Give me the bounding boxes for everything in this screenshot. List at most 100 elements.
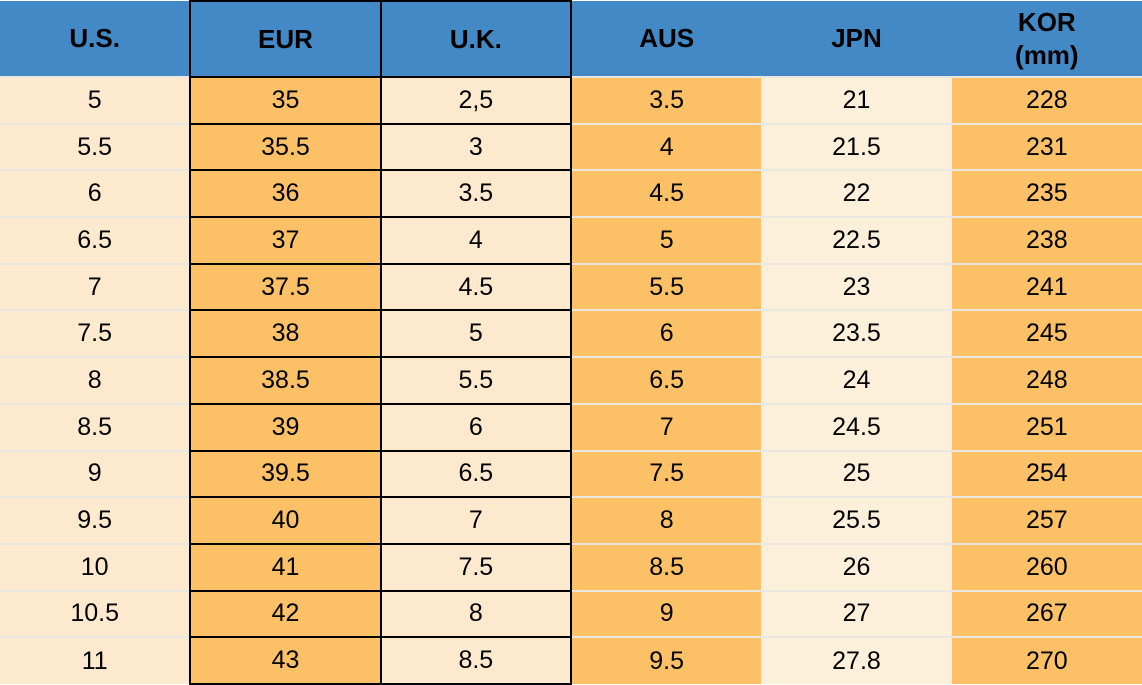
column-header-us: U.S. (0, 1, 191, 77)
cell-aus: 9 (570, 589, 762, 638)
cell-jpn: 25.5 (761, 496, 952, 544)
cell-uk: 2,5 (379, 76, 572, 125)
cell-aus: 5 (570, 216, 762, 264)
cell-kor: 235 (951, 169, 1142, 218)
cell-uk: 4 (379, 216, 572, 265)
column-header-jpn: JPN (761, 1, 952, 77)
cell-kor: 248 (951, 356, 1142, 404)
table-row: 10.5 42 8 9 27 267 (0, 589, 1142, 639)
cell-jpn: 27.8 (761, 636, 952, 684)
cell-aus: 5.5 (570, 262, 762, 311)
cell-jpn: 22.5 (761, 216, 952, 264)
cell-uk: 3 (379, 122, 572, 172)
cell-eur: 37.5 (189, 262, 382, 312)
cell-jpn: 22 (761, 169, 952, 218)
cell-eur: 43 (189, 636, 382, 685)
cell-uk: 8 (379, 589, 572, 639)
cell-kor: 257 (951, 496, 1142, 544)
cell-kor: 267 (951, 589, 1142, 638)
column-header-aus-label: AUS (639, 23, 695, 54)
cell-jpn: 21 (761, 76, 952, 124)
cell-eur: 39.5 (189, 449, 382, 499)
cell-us: 5 (0, 76, 191, 124)
cell-uk: 5.5 (379, 356, 572, 405)
cell-eur: 42 (189, 589, 382, 639)
table-body: 5 35 2,5 3.5 21 228 5.5 35.5 3 4 21.5 231 6 36 3.5 4.5 2… (0, 76, 1142, 685)
column-header-us-label: U.S. (69, 23, 120, 54)
table-row: 9.5 40 7 8 25.5 257 (0, 496, 1142, 545)
cell-uk: 5 (379, 309, 572, 359)
cell-jpn: 24 (761, 356, 952, 404)
cell-kor: 238 (951, 216, 1142, 264)
cell-eur: 41 (189, 542, 382, 592)
cell-uk: 6.5 (379, 449, 572, 499)
cell-us: 7.5 (0, 309, 191, 358)
cell-eur: 35.5 (189, 122, 382, 172)
cell-aus: 4.5 (570, 169, 762, 218)
column-header-kor-label: KOR (1017, 7, 1076, 37)
cell-eur: 38 (189, 309, 382, 359)
cell-kor: 251 (951, 402, 1142, 451)
cell-jpn: 23 (761, 262, 952, 311)
cell-us: 5.5 (0, 122, 191, 171)
cell-us: 6 (0, 169, 191, 218)
column-header-uk: U.K. (379, 0, 572, 78)
table-row: 8 38.5 5.5 6.5 24 248 (0, 356, 1142, 405)
cell-jpn: 26 (761, 542, 952, 591)
cell-eur: 37 (189, 216, 382, 265)
cell-kor: 241 (951, 262, 1142, 311)
cell-us: 9.5 (0, 496, 191, 544)
header-row: U.S. EUR U.K. AUS JPN KOR (mm) (0, 0, 1142, 78)
cell-uk: 6 (379, 402, 572, 452)
cell-us: 8 (0, 356, 191, 404)
column-header-aus: AUS (570, 1, 762, 77)
column-header-eur-label: EUR (258, 23, 313, 54)
cell-aus: 8.5 (570, 542, 762, 591)
cell-aus: 4 (570, 122, 762, 171)
table-row: 10 41 7.5 8.5 26 260 (0, 542, 1142, 592)
table-row: 7 37.5 4.5 5.5 23 241 (0, 262, 1142, 312)
cell-aus: 7 (570, 402, 762, 451)
cell-eur: 36 (189, 169, 382, 219)
cell-eur: 39 (189, 402, 382, 452)
cell-aus: 6.5 (570, 356, 762, 404)
cell-aus: 9.5 (570, 636, 762, 684)
cell-kor: 260 (951, 542, 1142, 591)
column-header-kor: KOR (mm) (951, 1, 1142, 77)
cell-us: 10 (0, 542, 191, 591)
cell-eur: 35 (189, 76, 382, 125)
table-row: 7.5 38 5 6 23.5 245 (0, 309, 1142, 359)
cell-aus: 3.5 (570, 76, 762, 124)
table-header: U.S. EUR U.K. AUS JPN KOR (mm) (0, 0, 1142, 78)
cell-jpn: 23.5 (761, 309, 952, 358)
table-row: 5 35 2,5 3.5 21 228 (0, 76, 1142, 125)
cell-us: 9 (0, 449, 191, 498)
cell-kor: 231 (951, 122, 1142, 171)
cell-aus: 6 (570, 309, 762, 358)
cell-uk: 7.5 (379, 542, 572, 592)
table-row: 6 36 3.5 4.5 22 235 (0, 169, 1142, 219)
cell-kor: 270 (951, 636, 1142, 684)
cell-eur: 40 (189, 496, 382, 545)
cell-jpn: 24.5 (761, 402, 952, 451)
cell-jpn: 27 (761, 589, 952, 638)
cell-us: 6.5 (0, 216, 191, 264)
cell-uk: 4.5 (379, 262, 572, 312)
cell-kor: 228 (951, 76, 1142, 124)
table-row: 5.5 35.5 3 4 21.5 231 (0, 122, 1142, 172)
cell-eur: 38.5 (189, 356, 382, 405)
cell-uk: 8.5 (379, 636, 572, 685)
column-header-eur: EUR (189, 0, 382, 78)
table-row: 6.5 37 4 5 22.5 238 (0, 216, 1142, 265)
cell-us: 10.5 (0, 589, 191, 638)
column-header-kor-unit: (mm) (1015, 39, 1079, 70)
table-row: 9 39.5 6.5 7.5 25 254 (0, 449, 1142, 499)
table-row: 8.5 39 6 7 24.5 251 (0, 402, 1142, 452)
column-header-uk-label: U.K. (449, 23, 502, 54)
cell-aus: 8 (570, 496, 762, 544)
cell-us: 8.5 (0, 402, 191, 451)
cell-uk: 7 (379, 496, 572, 545)
cell-us: 7 (0, 262, 191, 311)
cell-uk: 3.5 (379, 169, 572, 219)
